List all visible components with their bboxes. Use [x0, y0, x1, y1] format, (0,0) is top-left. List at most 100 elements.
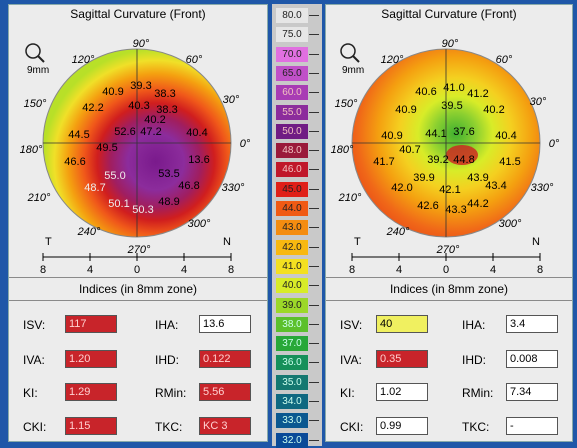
curvature-value: 43.9 — [467, 172, 488, 184]
curvature-value: 13.6 — [188, 154, 209, 166]
curvature-value: 53.5 — [158, 168, 179, 180]
scale-tick — [309, 323, 319, 325]
index-label: IHA: — [462, 318, 486, 332]
curvature-value: 42.0 — [391, 182, 412, 194]
scale-swatch: 80.0 — [276, 8, 308, 23]
curvature-value: 48.9 — [158, 196, 179, 208]
scale-swatch: 39.0 — [276, 297, 308, 313]
scale-swatch: 32.0 — [276, 432, 308, 448]
color-scale: 80.0 75.0 70.0 65.0 60.0 55.0 50.0 48.0 46.0 45.0… — [272, 4, 322, 448]
angle-label: 60° — [186, 54, 203, 66]
zoom-label: 9mm — [342, 65, 364, 76]
zoom-label: 9mm — [27, 65, 49, 76]
ki-field: 1.02 — [376, 383, 428, 401]
axis-tick-labels: 8 4 0 4 8 — [349, 264, 543, 276]
curvature-map-right: 9mm 90° 60° 30° 0° 330° 300° 270° 240° 2… — [331, 38, 560, 276]
index-row: CKI: 1.15 TKC: KC 3 — [9, 417, 267, 439]
curvature-value: 42.2 — [82, 102, 103, 114]
index-label: IHA: — [155, 318, 179, 332]
angle-labels: 90° 60° 30° 0° 330° 300° 270° 240° 210° … — [331, 38, 560, 256]
index-row: KI: 1.29 RMin: 5.56 — [9, 383, 267, 405]
scale-swatch: 70.0 — [276, 46, 308, 62]
scale-tick — [309, 362, 319, 364]
index-label: RMin: — [462, 386, 494, 400]
zoom-magnifier-icon[interactable] — [25, 43, 41, 59]
index-label: IVA: — [340, 353, 362, 367]
index-row: CKI: 0.99 TKC: - — [326, 417, 572, 439]
scale-swatch: 48.0 — [276, 143, 308, 159]
curvature-value: 50.1 — [108, 198, 129, 210]
temporal-label: T — [45, 236, 52, 248]
iva-field: 0.35 — [376, 350, 428, 368]
curvature-value: 42.6 — [417, 200, 438, 212]
curvature-values: 40.6 41.0 41.2 40.9 39.5 40.2 40.9 44.1 … — [373, 82, 520, 216]
axis-tick-label: 0 — [134, 264, 140, 276]
curvature-value: 39.9 — [413, 172, 434, 184]
indices-title: Indices (in 8mm zone) — [389, 282, 509, 296]
scale-tick — [309, 420, 319, 422]
angle-label: 120° — [72, 54, 95, 66]
angle-label: 90° — [442, 38, 459, 50]
scale-tick — [309, 15, 319, 16]
curvature-value: 40.3 — [128, 100, 149, 112]
curvature-value: 43.3 — [445, 204, 466, 216]
curvature-value: 46.6 — [64, 156, 85, 168]
curvature-value: 39.5 — [441, 100, 462, 112]
scale-tick — [309, 265, 319, 267]
index-label: TKC: — [462, 420, 490, 434]
curvature-value: 40.2 — [483, 104, 504, 116]
scale-swatch: 40.0 — [276, 278, 308, 294]
axis-tick-label: 8 — [349, 264, 355, 276]
nasal-label: N — [223, 236, 231, 248]
axis-tick-label: 8 — [40, 264, 46, 276]
iha-field: 13.6 — [199, 315, 251, 333]
temporal-label: T — [354, 236, 361, 248]
curvature-value: 44.1 — [425, 128, 446, 140]
curvature-value: 40.9 — [395, 104, 416, 116]
iha-field: 3.4 — [506, 315, 558, 333]
angle-label: 240° — [77, 226, 101, 238]
ki-field: 1.29 — [65, 383, 117, 401]
scale-swatch: 44.0 — [276, 201, 308, 216]
index-label: IVA: — [23, 353, 45, 367]
map-title: Sagittal Curvature (Front) — [70, 7, 206, 21]
curvature-value: 48.7 — [84, 182, 105, 194]
angle-label: 330° — [222, 182, 245, 194]
index-row: IVA: 0.35 IHD: 0.008 — [326, 350, 572, 372]
zoom-magnifier-icon[interactable] — [340, 43, 356, 59]
scale-swatch: 50.0 — [276, 123, 308, 139]
angle-label: 150° — [335, 98, 358, 110]
index-row: ISV: 40 IHA: 3.4 — [326, 315, 572, 337]
curvature-value: 37.6 — [453, 126, 474, 138]
curvature-value: 40.7 — [399, 144, 420, 156]
scale-tick — [309, 343, 319, 345]
angle-label: 30° — [530, 96, 547, 108]
cki-field: 1.15 — [65, 417, 117, 435]
index-label: ISV: — [340, 318, 363, 332]
scale-swatch: 75.0 — [276, 27, 308, 43]
scale-swatch: 60.0 — [276, 85, 308, 101]
angle-label: 0° — [549, 138, 560, 150]
curvature-value: 40.2 — [144, 114, 165, 126]
curvature-value: 38.3 — [156, 104, 177, 116]
ihd-field: 0.122 — [199, 350, 251, 368]
scale-tick — [309, 92, 319, 94]
curvature-value: 40.4 — [495, 130, 516, 142]
curvature-value: 46.8 — [178, 180, 199, 192]
curvature-value: 39.3 — [130, 80, 151, 92]
curvature-value: 50.3 — [132, 204, 153, 216]
index-label: CKI: — [23, 420, 47, 434]
index-label: KI: — [340, 386, 355, 400]
scale-swatch: 46.0 — [276, 162, 308, 178]
curvature-value: 38.3 — [154, 88, 175, 100]
angle-label: 0° — [240, 138, 251, 150]
isv-field: 117 — [65, 315, 117, 333]
axis-tick-label: 8 — [228, 264, 234, 276]
scale-tick — [309, 227, 319, 229]
axis-tick-label: 4 — [181, 264, 187, 276]
cki-field: 0.99 — [376, 417, 428, 435]
scale-tick — [309, 72, 319, 74]
axis-tick-label: 0 — [443, 264, 449, 276]
scale-tick — [309, 246, 319, 248]
scale-swatch: 34.0 — [276, 394, 308, 409]
